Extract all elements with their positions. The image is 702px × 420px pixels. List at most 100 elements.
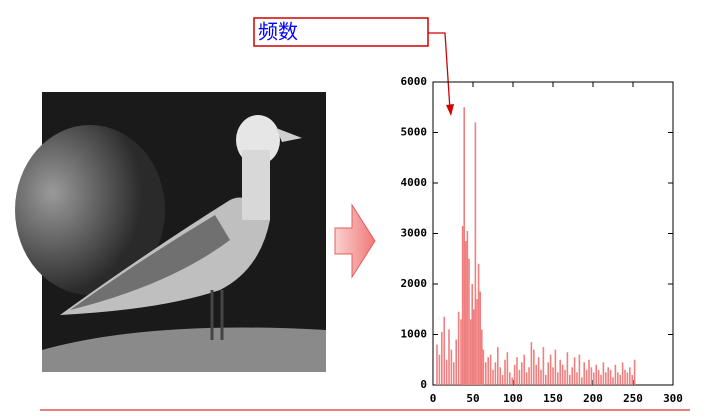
bar	[569, 374, 571, 385]
y-tick-label: 2000	[401, 277, 428, 290]
annotation: 频数	[258, 20, 298, 44]
bar	[516, 357, 518, 385]
bar	[450, 349, 453, 385]
y-tick-label: 6000	[401, 75, 428, 88]
bar	[533, 349, 535, 385]
bar	[494, 362, 497, 385]
bar	[564, 369, 566, 385]
bar	[477, 263, 480, 385]
x-tick-label: 0	[430, 392, 437, 405]
bar	[511, 377, 513, 385]
bar	[542, 347, 545, 385]
bar	[485, 362, 487, 385]
bar	[461, 225, 464, 385]
bar	[506, 352, 509, 385]
bar	[468, 258, 470, 385]
x-tick-label: 250	[623, 392, 643, 405]
bar	[513, 364, 516, 385]
bar	[499, 367, 501, 385]
annotation-box	[253, 17, 429, 47]
annotation-arrow	[428, 32, 451, 111]
bar	[501, 374, 504, 385]
y-tick-label: 1000	[401, 328, 428, 341]
bar	[547, 362, 549, 385]
bar	[523, 354, 525, 385]
bar	[518, 369, 521, 385]
bar	[593, 372, 595, 385]
bar	[614, 364, 617, 385]
x-tick-label: 150	[543, 392, 563, 405]
bar	[463, 107, 465, 385]
bar	[438, 354, 441, 385]
bar	[525, 372, 528, 385]
bar	[559, 359, 561, 385]
bar	[554, 349, 557, 385]
arrow-head	[446, 104, 454, 116]
bar	[633, 359, 636, 385]
y-tick-label: 4000	[401, 176, 428, 189]
bar	[621, 362, 624, 385]
bar	[602, 362, 605, 385]
bar	[482, 349, 485, 385]
bar	[600, 374, 602, 385]
bar	[590, 367, 593, 385]
bar	[566, 352, 569, 385]
bar	[521, 362, 523, 385]
bar	[445, 359, 448, 385]
bar	[607, 367, 609, 385]
arrow-shape	[334, 203, 376, 279]
photo	[15, 92, 326, 372]
bar	[476, 299, 478, 385]
bar	[471, 284, 473, 385]
bar	[624, 369, 626, 385]
bar	[457, 311, 460, 385]
bar	[597, 369, 600, 385]
x-tick-label: 200	[583, 392, 603, 405]
bar	[605, 372, 607, 385]
bar	[557, 372, 559, 385]
bar	[460, 319, 462, 385]
bar	[530, 342, 533, 385]
bar	[545, 374, 547, 385]
bar	[540, 369, 542, 385]
y-tick-label: 0	[420, 378, 427, 391]
bar	[552, 367, 554, 385]
bar	[535, 364, 537, 385]
bar	[489, 354, 492, 385]
bar	[571, 367, 573, 385]
bar	[465, 241, 467, 385]
bar	[631, 374, 633, 385]
bar	[497, 347, 499, 385]
y-tick-label: 3000	[401, 227, 428, 240]
bar	[436, 344, 438, 385]
bar	[617, 372, 619, 385]
bar	[629, 367, 631, 385]
bar	[588, 359, 590, 385]
x-tick-label: 50	[466, 392, 479, 405]
bar	[573, 357, 576, 385]
bar	[537, 357, 540, 385]
bar	[479, 291, 481, 385]
bar	[448, 329, 450, 385]
bar	[481, 329, 483, 385]
bar	[492, 369, 494, 385]
bar	[487, 357, 489, 385]
bar	[576, 372, 578, 385]
bar	[626, 372, 629, 385]
bar	[578, 354, 581, 385]
bar	[455, 339, 457, 385]
bar	[504, 359, 506, 385]
bar	[609, 369, 612, 385]
bar	[561, 364, 564, 385]
bar	[595, 364, 597, 385]
x-tick-label: 100	[503, 392, 523, 405]
bar	[583, 362, 585, 385]
bar	[509, 372, 511, 385]
bar	[466, 230, 469, 385]
y-tick-label: 5000	[401, 126, 428, 139]
bar	[581, 377, 583, 385]
bar	[619, 374, 621, 385]
bar	[441, 331, 443, 385]
